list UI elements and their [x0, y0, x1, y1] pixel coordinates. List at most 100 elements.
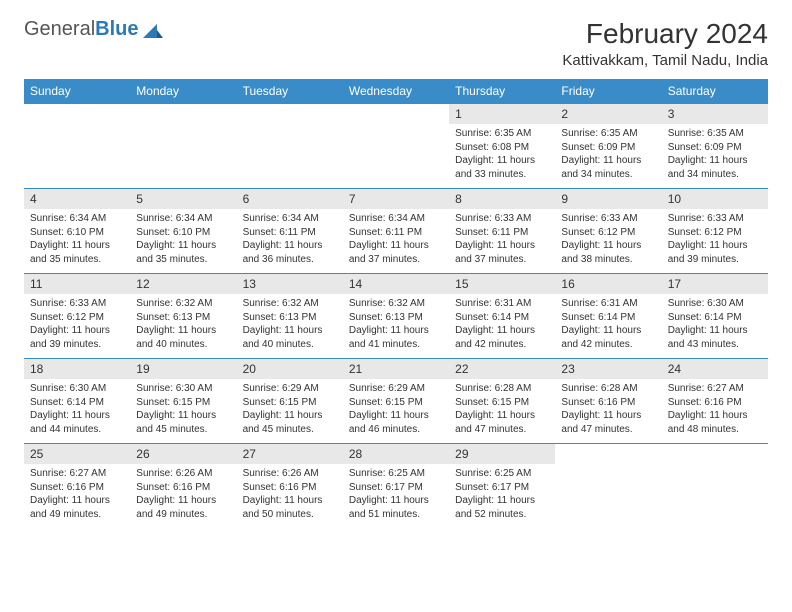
sunrise-line: Sunrise: 6:27 AM [30, 467, 124, 481]
sunset-line: Sunset: 6:15 PM [349, 396, 443, 410]
daylight-line: Daylight: 11 hours and 40 minutes. [136, 324, 230, 351]
day-cell: 18Sunrise: 6:30 AMSunset: 6:14 PMDayligh… [24, 359, 130, 443]
triangle-icon [143, 22, 163, 38]
day-number: 19 [130, 359, 236, 379]
daylight-line: Daylight: 11 hours and 50 minutes. [243, 494, 337, 521]
day-cell: 22Sunrise: 6:28 AMSunset: 6:15 PMDayligh… [449, 359, 555, 443]
day-details: Sunrise: 6:34 AMSunset: 6:10 PMDaylight:… [130, 209, 236, 272]
sunset-line: Sunset: 6:13 PM [349, 311, 443, 325]
day-cell: 24Sunrise: 6:27 AMSunset: 6:16 PMDayligh… [662, 359, 768, 443]
sunset-line: Sunset: 6:15 PM [136, 396, 230, 410]
sunrise-line: Sunrise: 6:34 AM [136, 212, 230, 226]
sunset-line: Sunset: 6:11 PM [455, 226, 549, 240]
sunrise-line: Sunrise: 6:35 AM [561, 127, 655, 141]
day-cell [24, 104, 130, 188]
day-number: 23 [555, 359, 661, 379]
day-cell: 9Sunrise: 6:33 AMSunset: 6:12 PMDaylight… [555, 189, 661, 273]
sunset-line: Sunset: 6:14 PM [455, 311, 549, 325]
sunrise-line: Sunrise: 6:25 AM [455, 467, 549, 481]
sunset-line: Sunset: 6:12 PM [668, 226, 762, 240]
day-cell: 23Sunrise: 6:28 AMSunset: 6:16 PMDayligh… [555, 359, 661, 443]
sunrise-line: Sunrise: 6:33 AM [30, 297, 124, 311]
daylight-line: Daylight: 11 hours and 43 minutes. [668, 324, 762, 351]
empty-cell [555, 444, 661, 463]
daylight-line: Daylight: 11 hours and 36 minutes. [243, 239, 337, 266]
day-details: Sunrise: 6:26 AMSunset: 6:16 PMDaylight:… [237, 464, 343, 527]
day-number: 13 [237, 274, 343, 294]
sunset-line: Sunset: 6:14 PM [668, 311, 762, 325]
weekday-header: Saturday [662, 79, 768, 103]
daylight-line: Daylight: 11 hours and 42 minutes. [561, 324, 655, 351]
day-cell: 28Sunrise: 6:25 AMSunset: 6:17 PMDayligh… [343, 444, 449, 528]
day-details: Sunrise: 6:31 AMSunset: 6:14 PMDaylight:… [449, 294, 555, 357]
sunrise-line: Sunrise: 6:26 AM [243, 467, 337, 481]
day-details: Sunrise: 6:35 AMSunset: 6:09 PMDaylight:… [662, 124, 768, 187]
day-number: 15 [449, 274, 555, 294]
day-cell: 27Sunrise: 6:26 AMSunset: 6:16 PMDayligh… [237, 444, 343, 528]
day-details: Sunrise: 6:29 AMSunset: 6:15 PMDaylight:… [237, 379, 343, 442]
day-details: Sunrise: 6:34 AMSunset: 6:10 PMDaylight:… [24, 209, 130, 272]
day-details: Sunrise: 6:32 AMSunset: 6:13 PMDaylight:… [130, 294, 236, 357]
daylight-line: Daylight: 11 hours and 47 minutes. [561, 409, 655, 436]
day-number: 17 [662, 274, 768, 294]
day-details: Sunrise: 6:35 AMSunset: 6:09 PMDaylight:… [555, 124, 661, 187]
weekday-header-row: SundayMondayTuesdayWednesdayThursdayFrid… [24, 79, 768, 103]
day-number: 25 [24, 444, 130, 464]
day-cell [343, 104, 449, 188]
daylight-line: Daylight: 11 hours and 33 minutes. [455, 154, 549, 181]
daylight-line: Daylight: 11 hours and 40 minutes. [243, 324, 337, 351]
daylight-line: Daylight: 11 hours and 48 minutes. [668, 409, 762, 436]
sunset-line: Sunset: 6:16 PM [243, 481, 337, 495]
day-cell: 2Sunrise: 6:35 AMSunset: 6:09 PMDaylight… [555, 104, 661, 188]
sunrise-line: Sunrise: 6:25 AM [349, 467, 443, 481]
day-number: 18 [24, 359, 130, 379]
day-cell: 4Sunrise: 6:34 AMSunset: 6:10 PMDaylight… [24, 189, 130, 273]
day-details: Sunrise: 6:35 AMSunset: 6:08 PMDaylight:… [449, 124, 555, 187]
day-number: 9 [555, 189, 661, 209]
sunrise-line: Sunrise: 6:32 AM [136, 297, 230, 311]
sunrise-line: Sunrise: 6:29 AM [243, 382, 337, 396]
day-number: 10 [662, 189, 768, 209]
sunrise-line: Sunrise: 6:33 AM [561, 212, 655, 226]
day-number: 1 [449, 104, 555, 124]
weekday-header: Thursday [449, 79, 555, 103]
day-number: 26 [130, 444, 236, 464]
logo: GeneralBlue [24, 18, 163, 41]
sunset-line: Sunset: 6:15 PM [455, 396, 549, 410]
day-number: 6 [237, 189, 343, 209]
daylight-line: Daylight: 11 hours and 37 minutes. [455, 239, 549, 266]
day-details: Sunrise: 6:30 AMSunset: 6:14 PMDaylight:… [662, 294, 768, 357]
logo-text-part2: Blue [95, 18, 138, 40]
sunrise-line: Sunrise: 6:32 AM [349, 297, 443, 311]
day-cell: 15Sunrise: 6:31 AMSunset: 6:14 PMDayligh… [449, 274, 555, 358]
daylight-line: Daylight: 11 hours and 39 minutes. [30, 324, 124, 351]
day-number: 16 [555, 274, 661, 294]
sunset-line: Sunset: 6:11 PM [349, 226, 443, 240]
daylight-line: Daylight: 11 hours and 44 minutes. [30, 409, 124, 436]
sunset-line: Sunset: 6:12 PM [30, 311, 124, 325]
sunrise-line: Sunrise: 6:35 AM [455, 127, 549, 141]
sunset-line: Sunset: 6:16 PM [30, 481, 124, 495]
week-row: 11Sunrise: 6:33 AMSunset: 6:12 PMDayligh… [24, 273, 768, 358]
day-details: Sunrise: 6:30 AMSunset: 6:15 PMDaylight:… [130, 379, 236, 442]
day-cell: 5Sunrise: 6:34 AMSunset: 6:10 PMDaylight… [130, 189, 236, 273]
day-cell [555, 444, 661, 528]
daylight-line: Daylight: 11 hours and 51 minutes. [349, 494, 443, 521]
day-number: 7 [343, 189, 449, 209]
daylight-line: Daylight: 11 hours and 45 minutes. [136, 409, 230, 436]
day-cell: 16Sunrise: 6:31 AMSunset: 6:14 PMDayligh… [555, 274, 661, 358]
daylight-line: Daylight: 11 hours and 35 minutes. [30, 239, 124, 266]
daylight-line: Daylight: 11 hours and 45 minutes. [243, 409, 337, 436]
day-cell: 11Sunrise: 6:33 AMSunset: 6:12 PMDayligh… [24, 274, 130, 358]
week-row: 18Sunrise: 6:30 AMSunset: 6:14 PMDayligh… [24, 358, 768, 443]
sunset-line: Sunset: 6:16 PM [136, 481, 230, 495]
day-details: Sunrise: 6:34 AMSunset: 6:11 PMDaylight:… [343, 209, 449, 272]
sunset-line: Sunset: 6:14 PM [30, 396, 124, 410]
sunset-line: Sunset: 6:17 PM [455, 481, 549, 495]
sunrise-line: Sunrise: 6:33 AM [668, 212, 762, 226]
daylight-line: Daylight: 11 hours and 34 minutes. [668, 154, 762, 181]
day-details: Sunrise: 6:27 AMSunset: 6:16 PMDaylight:… [24, 464, 130, 527]
week-row: 25Sunrise: 6:27 AMSunset: 6:16 PMDayligh… [24, 443, 768, 528]
empty-cell [237, 104, 343, 123]
location: Kattivakkam, Tamil Nadu, India [562, 52, 768, 69]
